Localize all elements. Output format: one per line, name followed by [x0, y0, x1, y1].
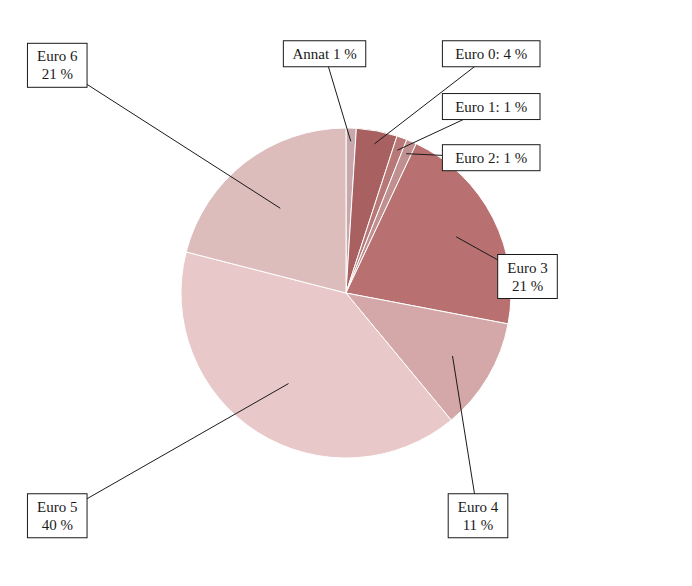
svg-text:Euro 621 %: Euro 621 % — [37, 48, 78, 82]
svg-text:Euro 2: 1 %: Euro 2: 1 % — [455, 150, 527, 166]
svg-text:Euro 0: 4 %: Euro 0: 4 % — [455, 46, 527, 62]
svg-text:Euro 1: 1 %: Euro 1: 1 % — [455, 99, 527, 115]
svg-text:Euro 411 %: Euro 411 % — [458, 499, 499, 533]
svg-text:Euro 321 %: Euro 321 % — [507, 260, 547, 294]
svg-text:Annat 1 %: Annat 1 % — [292, 46, 356, 62]
svg-text:Euro 540 %: Euro 540 % — [37, 499, 77, 533]
